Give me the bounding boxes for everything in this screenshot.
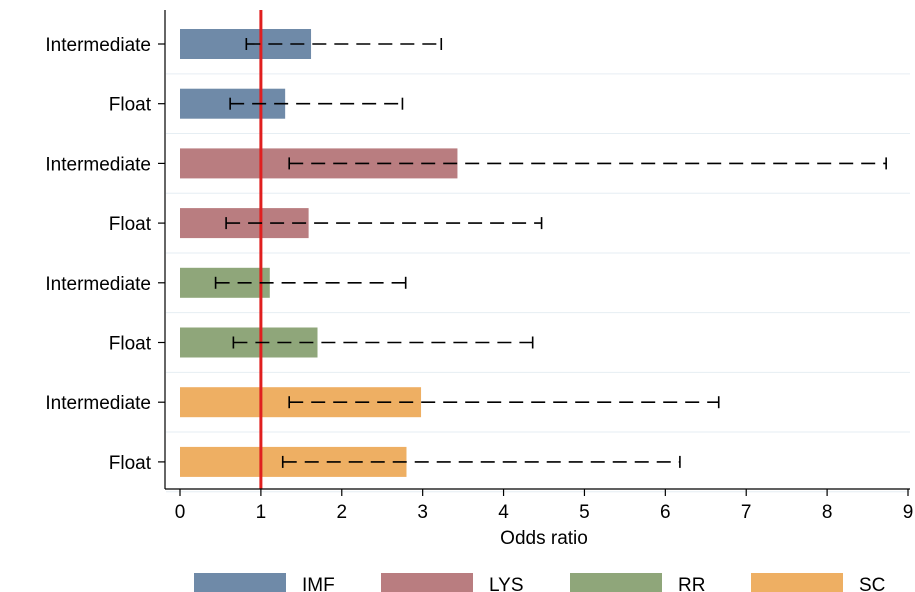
y-tick-label: Intermediate <box>45 393 151 414</box>
x-axis-ticks: 0 1 2 3 4 5 6 7 8 9 <box>175 489 914 523</box>
legend-label: RR <box>678 575 705 592</box>
x-tick-label: 3 <box>417 502 428 523</box>
y-axis-ticks: Intermediate Float Intermediate Float Interm… <box>45 35 165 474</box>
confidence-intervals <box>214 38 887 468</box>
x-tick-label: 6 <box>660 502 671 523</box>
x-tick-label: 5 <box>579 502 590 523</box>
x-tick-label: 4 <box>498 502 509 523</box>
y-tick-label: Float <box>109 453 152 474</box>
bar <box>180 208 309 239</box>
x-axis-title: Odds ratio <box>500 528 588 549</box>
x-tick-label: 8 <box>822 502 833 523</box>
x-tick-label: 9 <box>903 502 914 523</box>
y-tick-label: Intermediate <box>45 154 151 175</box>
y-tick-label: Float <box>109 214 152 235</box>
y-tick-label: Float <box>109 95 152 116</box>
legend-label: SC <box>859 575 885 592</box>
x-tick-label: 2 <box>336 502 347 523</box>
legend-label: LYS <box>489 575 524 592</box>
x-tick-label: 1 <box>256 502 267 523</box>
y-tick-label: Float <box>109 334 152 355</box>
x-tick-label: 0 <box>175 502 186 523</box>
y-tick-label: Intermediate <box>45 274 151 295</box>
bar <box>180 29 312 59</box>
legend-swatch <box>751 573 843 592</box>
legend-swatch <box>194 573 286 592</box>
legend-swatch <box>381 573 473 592</box>
legend-label: IMF <box>302 575 335 592</box>
x-tick-label: 7 <box>741 502 752 523</box>
bar <box>180 327 318 358</box>
grid-lines <box>166 73 910 493</box>
y-tick-label: Intermediate <box>45 35 151 56</box>
legend: IMF LYS RR SC <box>194 573 885 592</box>
legend-swatch <box>570 573 662 592</box>
